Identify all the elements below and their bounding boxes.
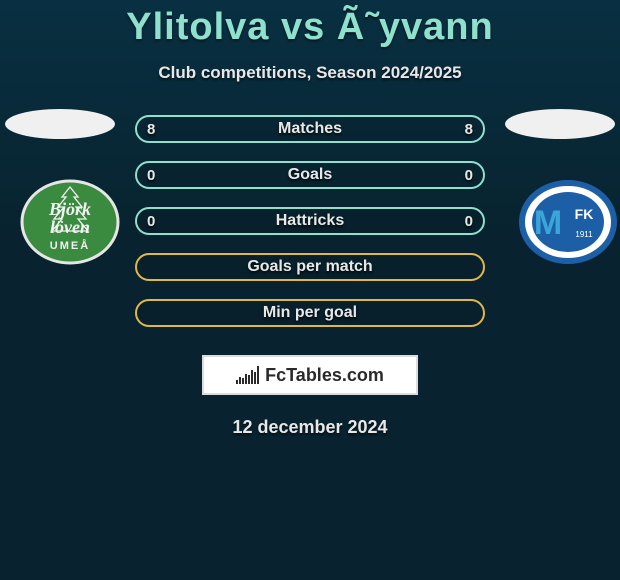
flag-left (5, 109, 115, 139)
stat-label: Goals per match (247, 258, 372, 276)
leaf-icon: Björk löven UMEÅ (20, 179, 120, 265)
flag-right (505, 109, 615, 139)
stat-label: Goals (288, 166, 332, 184)
page-title: Ylitolva vs Ã˜yvann (0, 0, 620, 49)
brand-text: FcTables.com (265, 365, 384, 386)
stat-label: Min per goal (263, 304, 357, 322)
team-crest-right: M FK 1911 (518, 179, 618, 265)
svg-text:UMEÅ: UMEÅ (50, 239, 90, 252)
stat-value-right: 0 (465, 213, 473, 230)
date-text: 12 december 2024 (0, 417, 620, 438)
stat-label: Matches (278, 120, 342, 138)
stat-row-matches: 8 Matches 8 (135, 115, 485, 143)
stat-value-left: 8 (147, 121, 155, 138)
team-crest-left: Björk löven UMEÅ (20, 179, 120, 265)
stat-value-left: 0 (147, 167, 155, 184)
stat-value-right: 8 (465, 121, 473, 138)
svg-text:1911: 1911 (575, 230, 593, 239)
svg-text:löven: löven (50, 217, 90, 237)
bars-icon (236, 366, 259, 384)
stat-value-right: 0 (465, 167, 473, 184)
stat-value-left: 0 (147, 213, 155, 230)
svg-text:FK: FK (575, 206, 594, 222)
stat-rows: 8 Matches 8 0 Goals 0 0 Hattricks 0 Goal… (135, 115, 485, 327)
shield-icon: M FK 1911 (518, 179, 618, 265)
subtitle: Club competitions, Season 2024/2025 (0, 63, 620, 83)
svg-text:M: M (534, 204, 562, 242)
stat-row-mpg: Min per goal (135, 299, 485, 327)
stat-row-goals: 0 Goals 0 (135, 161, 485, 189)
comparison-panel: Björk löven UMEÅ M FK 1911 8 Matches 8 0… (0, 115, 620, 438)
brand-badge[interactable]: FcTables.com (202, 355, 418, 395)
stat-label: Hattricks (276, 212, 344, 230)
svg-text:Björk: Björk (48, 199, 91, 219)
stat-row-gpm: Goals per match (135, 253, 485, 281)
stat-row-hattricks: 0 Hattricks 0 (135, 207, 485, 235)
